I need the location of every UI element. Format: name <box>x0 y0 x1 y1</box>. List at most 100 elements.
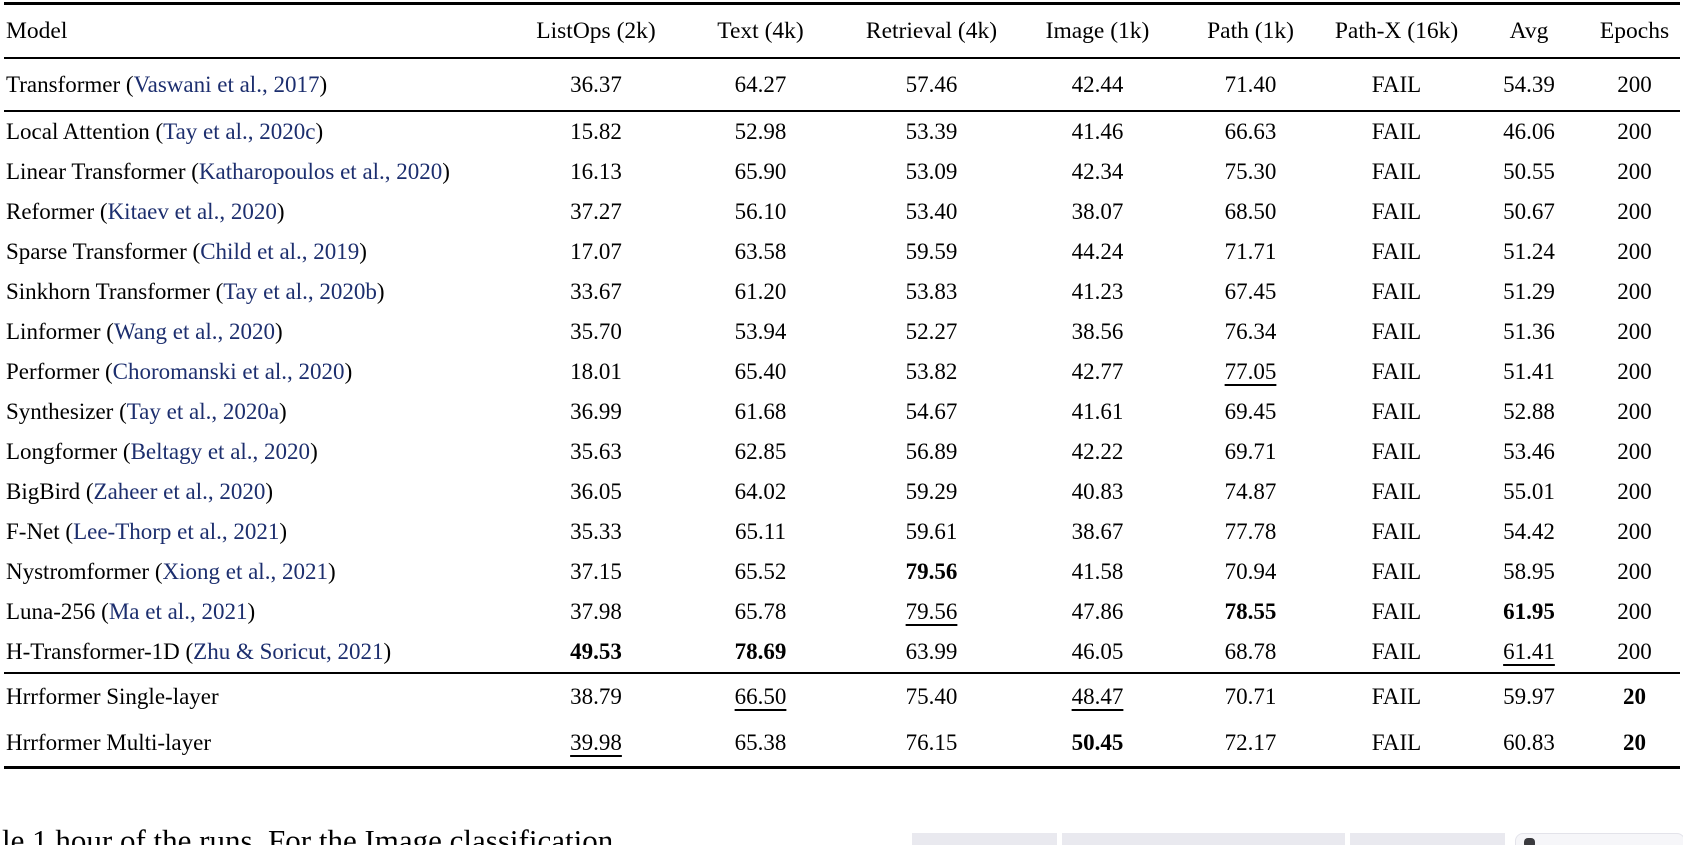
value-text: 53.82 <box>905 359 958 384</box>
value-cell: 59.61 <box>845 512 1018 552</box>
value-text: FAIL <box>1371 730 1422 755</box>
citation-link[interactable]: Tay et al., 2020c <box>163 119 316 144</box>
value-cell: 72.17 <box>1177 720 1324 768</box>
value-cell: 69.45 <box>1177 392 1324 432</box>
citation-link[interactable]: Wang et al., 2020 <box>113 319 275 344</box>
value-text: 42.77 <box>1071 359 1124 384</box>
value-cell: 63.99 <box>845 632 1018 673</box>
column-header-path-x-16k: Path-X (16k) <box>1334 17 1459 44</box>
table-group-efficient-transformers: Local Attention (Tay et al., 2020c) 15.82… <box>4 111 1680 673</box>
value-cell: FAIL <box>1324 352 1469 392</box>
value-text: FAIL <box>1371 684 1422 709</box>
model-name: Reformer <box>6 199 95 224</box>
value-cell: 53.82 <box>845 352 1018 392</box>
value-text: FAIL <box>1371 439 1422 464</box>
table-row: Local Attention (Tay et al., 2020c) 15.82… <box>4 111 1680 152</box>
table-row: Reformer (Kitaev et al., 2020) 37.27 56.10… <box>4 192 1680 232</box>
citation-link[interactable]: Kitaev et al., 2020 <box>107 199 277 224</box>
value-text: 55.01 <box>1503 479 1555 504</box>
value-cell: FAIL <box>1324 592 1469 632</box>
column-header-retrieval-4k: Retrieval (4k) <box>865 17 998 44</box>
table-row: H-Transformer-1D (Zhu & Soricut, 2021) 49… <box>4 632 1680 673</box>
value-cell: 36.05 <box>516 472 676 512</box>
citation-link[interactable]: Beltagy et al., 2020 <box>130 439 311 464</box>
value-text: FAIL <box>1371 279 1422 304</box>
value-cell: 42.44 <box>1018 58 1177 111</box>
value-text: 200 <box>1617 479 1652 504</box>
value-text: FAIL <box>1371 199 1422 224</box>
value-text: 51.24 <box>1503 239 1555 264</box>
value-cell: 53.83 <box>845 272 1018 312</box>
value-cell: 41.58 <box>1018 552 1177 592</box>
results-table: Model ListOps (2k) Text (4k) Retrieval (4k)… <box>4 2 1680 769</box>
value-text: 49.53 <box>570 639 622 664</box>
value-text: 59.97 <box>1503 684 1555 709</box>
citation-link[interactable]: Ma et al., 2021 <box>108 599 248 624</box>
value-text: FAIL <box>1371 599 1422 624</box>
value-text: 37.98 <box>570 599 622 624</box>
table-row: Linformer (Wang et al., 2020) 35.70 53.94 5… <box>4 312 1680 352</box>
value-text: 18.01 <box>570 359 622 384</box>
value-text: 76.15 <box>905 730 958 755</box>
value-cell: 41.23 <box>1018 272 1177 312</box>
citation-link[interactable]: Xiong et al., 2021 <box>162 559 328 584</box>
model-name: Synthesizer <box>6 399 114 424</box>
model-name: Local Attention <box>6 119 150 144</box>
value-text: 48.47 <box>1071 684 1124 709</box>
citation-link[interactable]: Child et al., 2019 <box>200 239 360 264</box>
model-name: Transformer <box>6 71 121 97</box>
model-name: Linformer <box>6 319 101 344</box>
model-name: Nystromformer <box>6 559 150 584</box>
citation-link[interactable]: Vaswani et al., 2017 <box>133 71 320 97</box>
value-cell: 78.55 <box>1177 592 1324 632</box>
citation-link[interactable]: Tay et al., 2020b <box>223 279 377 304</box>
model-name: Hrrformer Single-layer <box>6 684 219 709</box>
value-text: 200 <box>1617 639 1652 664</box>
value-text: 36.05 <box>570 479 622 504</box>
value-cell: 35.63 <box>516 432 676 472</box>
value-text: 200 <box>1617 239 1652 264</box>
value-text: 39.98 <box>570 730 622 755</box>
model-cell: H-Transformer-1D (Zhu & Soricut, 2021) <box>6 639 392 664</box>
value-cell: 65.78 <box>676 592 845 632</box>
value-text: 200 <box>1617 399 1652 424</box>
value-text: 53.94 <box>734 319 787 344</box>
value-text: 66.63 <box>1224 119 1277 144</box>
value-text: 59.59 <box>905 239 958 264</box>
citation-link[interactable]: Katharopoulos et al., 2020 <box>198 159 443 184</box>
value-cell: 15.82 <box>516 111 676 152</box>
value-cell: 20 <box>1589 673 1680 720</box>
figure-fragment-cell <box>912 833 1057 845</box>
column-header-listops-2k: ListOps (2k) <box>536 17 656 44</box>
citation-link[interactable]: Lee-Thorp et al., 2021 <box>73 519 280 544</box>
model-cell: Longformer (Beltagy et al., 2020) <box>6 439 318 464</box>
citation-link[interactable]: Zhu & Soricut, 2021 <box>193 639 384 664</box>
value-text: 57.46 <box>905 71 958 97</box>
column-header-image-1k: Image (1k) <box>1045 17 1150 44</box>
figure-fragment-cell <box>1350 833 1505 845</box>
value-text: 53.83 <box>905 279 958 304</box>
value-text: 50.55 <box>1503 159 1555 184</box>
value-cell: 200 <box>1589 472 1680 512</box>
citation-link[interactable]: Zaheer et al., 2020 <box>93 479 266 504</box>
citation-link[interactable]: Choromanski et al., 2020 <box>112 359 345 384</box>
value-cell: FAIL <box>1324 720 1469 768</box>
value-text: 20 <box>1623 684 1646 709</box>
value-cell: FAIL <box>1324 232 1469 272</box>
value-cell: 61.95 <box>1469 592 1589 632</box>
value-cell: 61.68 <box>676 392 845 432</box>
value-cell: 37.98 <box>516 592 676 632</box>
model-cell: Reformer (Kitaev et al., 2020) <box>6 199 285 224</box>
value-cell: 56.89 <box>845 432 1018 472</box>
citation-link[interactable]: Tay et al., 2020a <box>126 399 280 424</box>
value-cell: 40.83 <box>1018 472 1177 512</box>
value-text: 36.37 <box>570 71 622 97</box>
value-cell: FAIL <box>1324 552 1469 592</box>
value-cell: 65.11 <box>676 512 845 552</box>
model-name: Hrrformer Multi-layer <box>6 730 212 755</box>
value-cell: 75.40 <box>845 673 1018 720</box>
model-name: Sinkhorn Transformer <box>6 279 210 304</box>
value-cell: 79.56 <box>845 592 1018 632</box>
value-cell: 51.29 <box>1469 272 1589 312</box>
value-text: 200 <box>1617 599 1652 624</box>
